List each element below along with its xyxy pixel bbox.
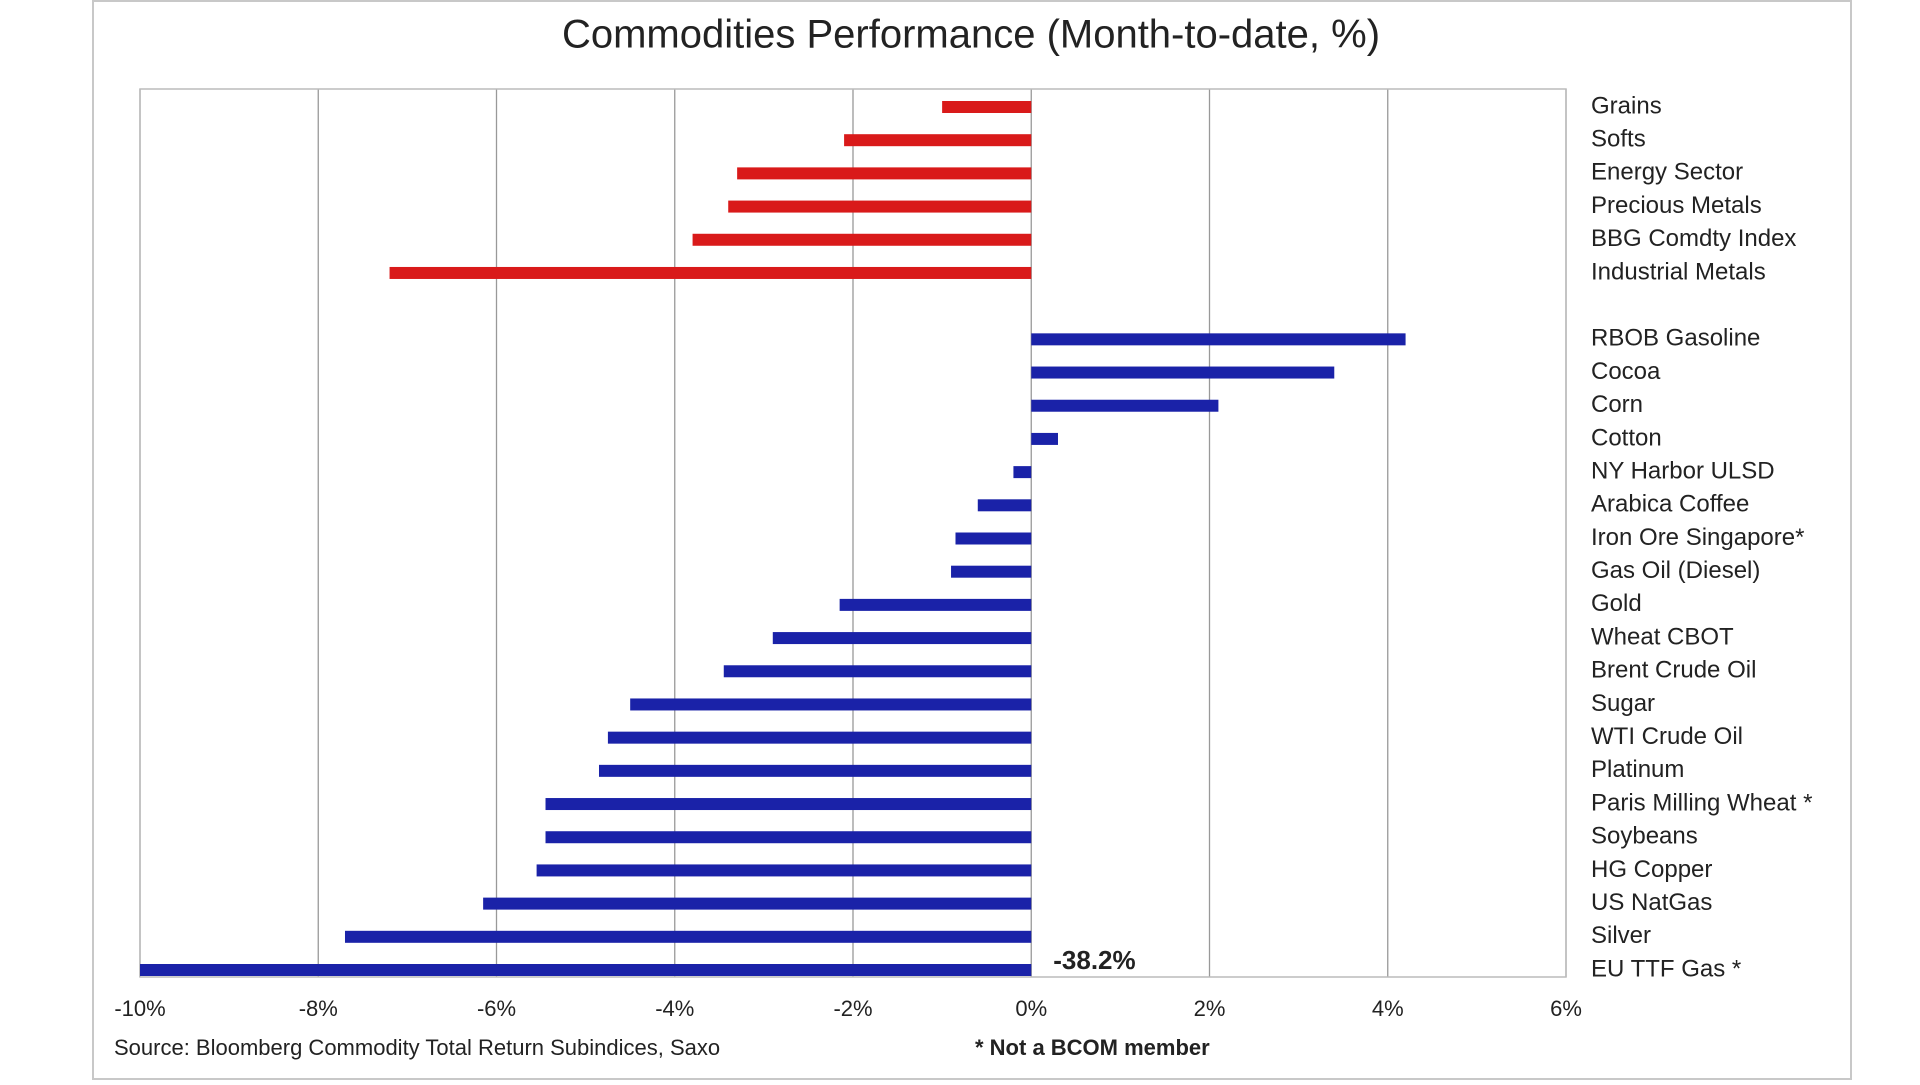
bar: [630, 698, 1032, 711]
bar: [1031, 333, 1406, 346]
x-tick-label: -6%: [477, 996, 516, 1021]
category-label: Sugar: [1591, 690, 1655, 717]
grid: [139, 89, 1567, 977]
x-tick-label: -2%: [833, 996, 872, 1021]
category-label: Corn: [1591, 391, 1643, 418]
category-label: Cotton: [1591, 424, 1662, 451]
category-label: US NatGas: [1591, 889, 1712, 916]
category-label: Cocoa: [1591, 358, 1661, 385]
bar: [942, 101, 1032, 113]
category-label: Industrial Metals: [1591, 258, 1766, 285]
bar: [955, 532, 1032, 545]
bar: [1013, 466, 1032, 479]
bar: [483, 897, 1032, 910]
bar: [1031, 366, 1335, 379]
bar: [344, 930, 1032, 943]
category-label: Brent Crude Oil: [1591, 657, 1756, 684]
category-label: EU TTF Gas *: [1591, 955, 1741, 982]
bar: [728, 200, 1032, 213]
frame: [92, 0, 1852, 1080]
category-label: BBG Comdty Index: [1591, 225, 1796, 252]
x-tick-label: 6%: [1550, 996, 1582, 1021]
bar: [839, 598, 1032, 611]
bar: [1031, 432, 1058, 445]
labels: -10% -8% -6% -4% -2% 0% 2% 4% 6% Grains Softs Energ…: [114, 92, 1812, 1020]
bar: [545, 831, 1032, 844]
bar: [389, 266, 1032, 279]
x-tick-label: -8%: [299, 996, 338, 1021]
x-tick-label: -10%: [114, 996, 165, 1021]
value-label: -38.2%: [1053, 945, 1135, 975]
bars: [140, 101, 1406, 976]
category-label: WTI Crude Oil: [1591, 723, 1743, 750]
x-tick-label: 0%: [1015, 996, 1047, 1021]
x-tick-label: 2%: [1194, 996, 1226, 1021]
category-label: Silver: [1591, 922, 1651, 949]
category-label: Gas Oil (Diesel): [1591, 557, 1760, 584]
category-label: Soybeans: [1591, 823, 1698, 850]
x-tick-label: -4%: [655, 996, 694, 1021]
category-label: RBOB Gasoline: [1591, 325, 1760, 352]
plot-area: [139, 88, 1567, 978]
category-label: Softs: [1591, 126, 1646, 153]
category-label: Iron Ore Singapore*: [1591, 524, 1804, 551]
bar: [140, 964, 1032, 976]
bar: [737, 167, 1032, 180]
bar: [951, 565, 1032, 578]
category-label: Energy Sector: [1591, 159, 1743, 186]
bar: [1031, 399, 1219, 412]
category-label: Paris Milling Wheat *: [1591, 789, 1812, 816]
bar: [607, 731, 1032, 744]
bar: [545, 798, 1032, 811]
category-label: Arabica Coffee: [1591, 491, 1749, 518]
bar: [598, 764, 1032, 777]
source: Source: Bloomberg Commodity Total Return…: [114, 1035, 720, 1060]
category-label: Platinum: [1591, 756, 1684, 783]
bar: [844, 134, 1032, 147]
bar: [772, 632, 1032, 645]
category-label: Gold: [1591, 590, 1642, 617]
bar: [536, 864, 1032, 877]
note: * Not a BCOM member: [975, 1035, 1210, 1060]
chart-title: Commodities Performance (Month-to-date, …: [562, 13, 1380, 57]
bar: [692, 233, 1032, 246]
x-tick-label: 4%: [1372, 996, 1404, 1021]
category-label: Grains: [1591, 92, 1662, 119]
category-label: Precious Metals: [1591, 192, 1762, 219]
category-label: Wheat CBOT: [1591, 623, 1734, 650]
bar: [977, 499, 1032, 512]
category-label: NY Harbor ULSD: [1591, 457, 1775, 484]
category-label: HG Copper: [1591, 856, 1712, 883]
bar: [723, 665, 1032, 678]
